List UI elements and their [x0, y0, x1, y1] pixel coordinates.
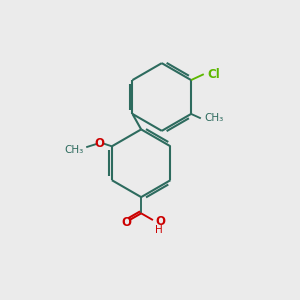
Text: H: H: [155, 225, 163, 235]
Text: O: O: [121, 216, 131, 229]
Text: O: O: [94, 137, 104, 150]
Text: CH₃: CH₃: [64, 145, 83, 155]
Text: CH₃: CH₃: [204, 113, 224, 123]
Text: Cl: Cl: [207, 68, 220, 81]
Text: O: O: [155, 215, 165, 228]
